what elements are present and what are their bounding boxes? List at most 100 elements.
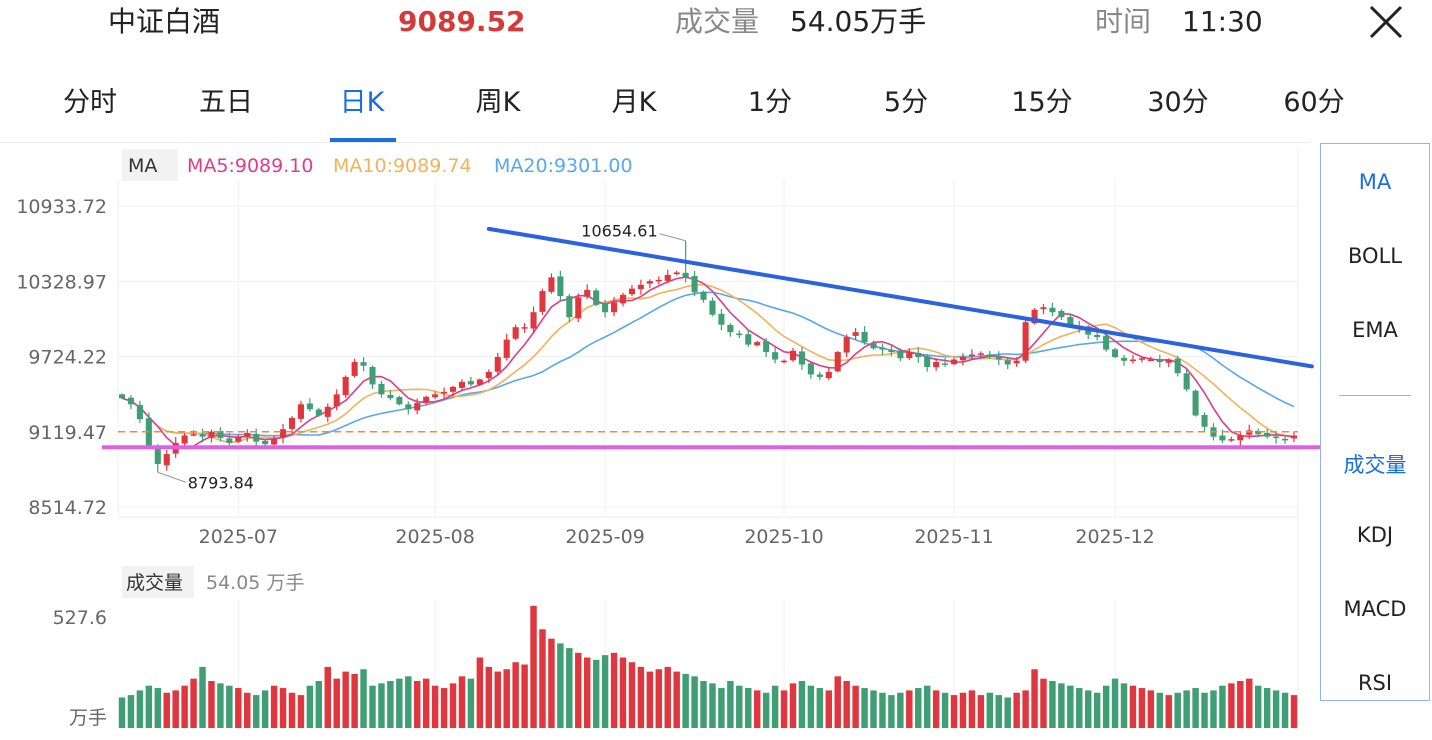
candle-body <box>700 292 707 300</box>
volume-bar <box>673 671 680 728</box>
candle-body <box>888 349 895 353</box>
volume-bar <box>771 685 779 728</box>
volume-bar <box>1210 690 1217 728</box>
chart-overlay <box>102 226 1320 483</box>
volume-bar <box>798 680 806 728</box>
indicator-macd[interactable]: MACD <box>1343 597 1407 621</box>
ma20-legend: MA20:9301.00 <box>494 155 633 177</box>
volume-bar <box>226 685 233 728</box>
ma-legend-tag: MA <box>128 155 157 177</box>
volume-bar <box>476 657 484 728</box>
indicator-kdj[interactable]: KDJ <box>1356 523 1394 547</box>
volume-bar <box>449 683 457 728</box>
indicator-volume[interactable]: 成交量 <box>1343 453 1407 477</box>
candle-body <box>646 281 653 284</box>
tab-30min[interactable]: 30分 <box>1147 87 1209 118</box>
volume-bar <box>619 657 627 728</box>
tab-daily-k[interactable]: 日K <box>339 87 385 118</box>
volume-bar <box>852 685 859 728</box>
volume-bar <box>789 683 797 728</box>
candle-body <box>1103 335 1110 350</box>
tab-5min[interactable]: 5分 <box>883 87 929 118</box>
volume-bar <box>252 695 260 728</box>
vol-legend-value: 54.05 万手 <box>206 572 304 594</box>
volume-bars <box>118 605 1298 728</box>
indicator-rsi[interactable]: RSI <box>1357 671 1393 695</box>
volume-bar <box>1183 690 1190 728</box>
candle-body <box>279 429 287 438</box>
close-icon[interactable] <box>1368 4 1404 40</box>
volume-bar <box>1085 690 1092 728</box>
volume-bar <box>700 680 707 728</box>
volume-bar <box>664 666 671 728</box>
high-annotation: 10654.61 <box>581 222 657 241</box>
resistance-trendline <box>486 226 1314 369</box>
candle-body <box>333 394 340 407</box>
indicator-ema[interactable]: EMA <box>1352 318 1398 342</box>
candle-body <box>754 342 761 346</box>
volume-bar <box>1076 688 1083 728</box>
candle-body <box>360 362 367 366</box>
tab-monthly-k[interactable]: 月K <box>611 87 657 118</box>
volume-bar <box>745 688 752 728</box>
candle-body <box>432 394 439 398</box>
tab-15min[interactable]: 15分 <box>1011 87 1073 118</box>
candle-body <box>476 379 483 385</box>
tab-wuri[interactable]: 五日 <box>199 87 253 118</box>
candle-body <box>772 352 779 360</box>
candle-body <box>1058 310 1065 318</box>
volume-bar <box>557 643 564 728</box>
volume-bar <box>503 669 510 728</box>
candle-body <box>1156 359 1163 363</box>
volume-bar <box>977 695 985 728</box>
candle-body <box>118 394 126 399</box>
volume-bar <box>1246 678 1253 728</box>
candle-body <box>512 327 519 339</box>
volume-bar <box>414 680 421 728</box>
volume-bar <box>261 690 269 728</box>
candle-body <box>306 403 313 410</box>
volume-bar <box>235 688 242 728</box>
candle-body <box>682 272 689 278</box>
candle-body <box>127 397 134 405</box>
candle-body <box>861 332 868 343</box>
candle-body <box>271 439 278 445</box>
tab-1min[interactable]: 1分 <box>747 87 793 118</box>
tab-fenshi[interactable]: 分时 <box>63 87 117 118</box>
volume-bar <box>601 655 609 728</box>
candle-body <box>602 303 609 313</box>
candle-body <box>718 313 725 325</box>
volume-bar <box>467 678 475 728</box>
volume-bar <box>315 680 323 728</box>
tabs-divider <box>0 142 1310 143</box>
candle-body <box>995 356 1002 360</box>
volume-bar <box>1165 695 1172 728</box>
volume-bar <box>145 685 153 728</box>
active-tab-indicator <box>330 138 396 142</box>
ma-lines <box>121 276 1295 450</box>
volume-bar <box>521 664 528 728</box>
tab-60min[interactable]: 60分 <box>1283 87 1345 118</box>
candle-body <box>1040 307 1047 310</box>
chart-labels: 10933.72 10328.97 9724.22 9119.47 8514.72 202… <box>16 149 1155 729</box>
candles <box>118 240 1298 473</box>
candle-body <box>763 341 770 353</box>
indicator-ma[interactable]: MA <box>1358 170 1392 194</box>
candle-body <box>539 291 546 312</box>
candle-body <box>1290 435 1298 439</box>
volume-bar <box>208 680 215 728</box>
candle-body <box>449 386 457 392</box>
volume-bar <box>333 678 340 728</box>
volume-bar <box>897 692 904 728</box>
volume-bar <box>968 690 976 728</box>
tab-weekly-k[interactable]: 周K <box>475 87 521 118</box>
volume-bar <box>1192 688 1199 728</box>
candle-body <box>1174 358 1181 374</box>
candle-body <box>619 294 627 304</box>
indicator-boll[interactable]: BOLL <box>1348 244 1402 268</box>
candle-body <box>351 362 358 376</box>
candle-body <box>217 431 224 438</box>
candle-body <box>959 357 967 361</box>
volume-bar <box>387 680 394 728</box>
ma5-legend: MA5:9089.10 <box>187 155 313 177</box>
